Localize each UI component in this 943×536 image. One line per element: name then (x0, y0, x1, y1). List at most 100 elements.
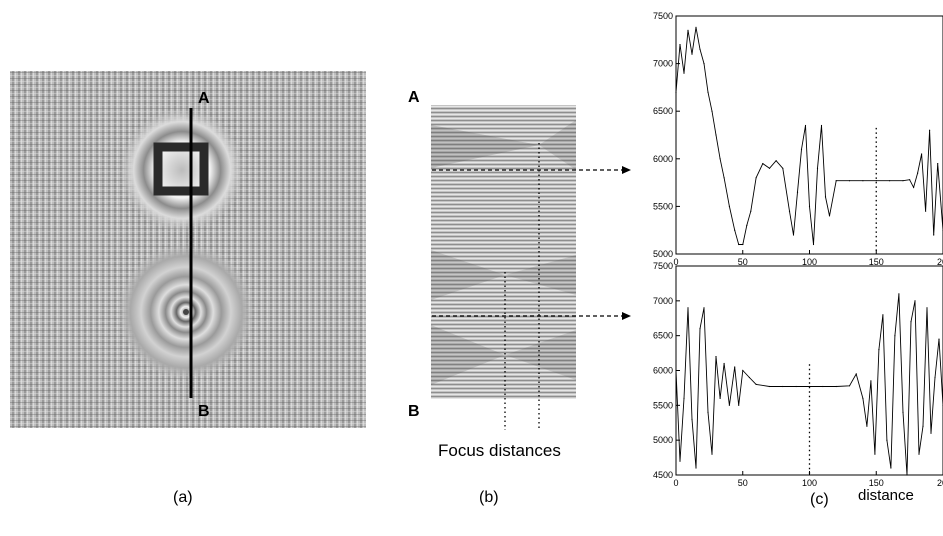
data-point-0-6 (699, 48, 701, 50)
data-point-0-18 (750, 210, 752, 212)
data-point-0-41 (909, 179, 911, 181)
data-point-1-13 (728, 404, 731, 406)
data-point-1-34 (890, 467, 892, 469)
focus-cone-4 (505, 255, 576, 295)
y-tick-label-0-2: 6000 (653, 154, 673, 164)
data-point-1-26 (855, 373, 857, 375)
data-point-0-4 (691, 53, 693, 55)
y-tick-label-1-1: 5000 (653, 435, 673, 445)
data-point-0-1 (679, 44, 681, 46)
data-point-1-19 (768, 385, 771, 388)
data-point-0-39 (889, 180, 891, 182)
data-point-1-8 (707, 411, 709, 413)
data-point-0-30 (812, 243, 815, 246)
x-axis-label: distance (858, 487, 914, 504)
data-point-1-20 (782, 385, 784, 388)
x-tick-label-1-4: 20 (937, 478, 943, 488)
data-point-0-8 (707, 91, 709, 93)
data-point-0-31 (816, 167, 819, 169)
data-point-0-9 (711, 110, 713, 112)
x-tick-label-1-0: 0 (673, 478, 678, 488)
data-point-0-35 (835, 180, 837, 182)
data-point-0-22 (775, 160, 777, 162)
data-point-0-5 (695, 26, 697, 28)
data-point-1-42 (922, 425, 924, 427)
data-point-0-23 (782, 167, 784, 169)
focus-cone-2 (539, 120, 576, 170)
plot-frame-1 (675, 265, 943, 476)
data-point-1-40 (914, 300, 916, 302)
data-point-0-42 (913, 186, 915, 188)
x-tick-label-0-3: 150 (869, 257, 884, 267)
data-point-1-43 (926, 307, 928, 309)
data-point-0-43 (917, 172, 919, 174)
x-tick-label-1-2: 100 (802, 478, 817, 488)
data-point-1-9 (711, 453, 713, 455)
x-tick-label-0-1: 50 (738, 257, 748, 267)
data-point-0-19 (755, 177, 757, 179)
x-tick-label-0-2: 100 (802, 257, 817, 267)
arrow-head-1 (622, 166, 631, 174)
data-point-1-28 (866, 425, 868, 427)
data-point-0-32 (820, 124, 823, 127)
focus-cone-5 (431, 325, 505, 385)
series-line-0 (675, 27, 943, 245)
data-point-0-27 (800, 148, 803, 150)
data-point-1-24 (835, 385, 837, 388)
data-point-0-34 (828, 215, 831, 217)
data-point-0-21 (768, 167, 771, 169)
x-tick-label-1-1: 50 (738, 478, 748, 488)
data-point-1-12 (723, 362, 725, 365)
profile-chart-top: 5000 5500 6000 6500 7000 7500 0 50 100 150 20 (653, 11, 943, 267)
data-point-0-25 (792, 234, 795, 236)
reconstruction-stack (431, 105, 576, 399)
data-point-1-18 (755, 383, 757, 385)
focus-cone-6 (505, 330, 576, 380)
data-point-1-41 (918, 453, 920, 455)
data-point-1-44 (930, 432, 932, 434)
data-point-0-13 (728, 205, 731, 207)
data-point-1-10 (715, 356, 717, 358)
data-point-1-35 (894, 335, 896, 337)
data-point-0-29 (808, 205, 811, 207)
marker-b-b: B (408, 403, 420, 420)
series-line-1 (675, 293, 943, 476)
data-point-1-32 (882, 314, 884, 316)
data-point-1-0 (675, 369, 677, 372)
data-point-1-21 (795, 385, 797, 388)
focus-cone-3 (431, 250, 505, 300)
data-point-1-4 (691, 418, 693, 420)
data-point-0-24 (788, 210, 791, 212)
data-point-0-33 (824, 196, 827, 198)
data-point-0-26 (796, 191, 799, 193)
data-point-0-47 (933, 234, 935, 236)
data-point-0-38 (875, 180, 877, 182)
data-point-1-33 (886, 439, 888, 441)
profile-chart-bottom: 4500 5000 5500 6000 6500 7000 7500 0 50 100 150 20 (653, 261, 943, 488)
y-tick-label-0-1: 5500 (653, 201, 673, 211)
marker-a-b: A (408, 89, 420, 106)
data-point-1-37 (902, 411, 904, 413)
data-point-0-0 (675, 91, 677, 93)
data-point-0-11 (719, 158, 721, 160)
panel-c: 50005500600065007000750005010015020 4500… (653, 11, 943, 508)
data-point-0-48 (937, 163, 939, 165)
data-point-0-20 (762, 163, 764, 165)
data-point-0-17 (746, 224, 748, 226)
data-point-1-5 (695, 467, 697, 469)
square-object-halo (120, 108, 244, 232)
data-point-1-31 (878, 349, 880, 351)
data-point-1-16 (742, 369, 744, 372)
panel-b: A B Focus distances (b) (408, 89, 631, 506)
y-tick-label-0-3: 6500 (653, 106, 673, 116)
data-point-0-10 (715, 134, 717, 136)
y-tick-label-1-4: 6500 (653, 331, 673, 341)
data-point-1-39 (910, 321, 912, 323)
data-point-0-44 (921, 153, 923, 155)
data-point-1-2 (683, 397, 685, 399)
data-point-1-17 (748, 376, 751, 379)
point-object-center (183, 309, 189, 315)
data-point-0-3 (687, 29, 689, 31)
y-tick-label-0-0: 5000 (653, 249, 673, 259)
